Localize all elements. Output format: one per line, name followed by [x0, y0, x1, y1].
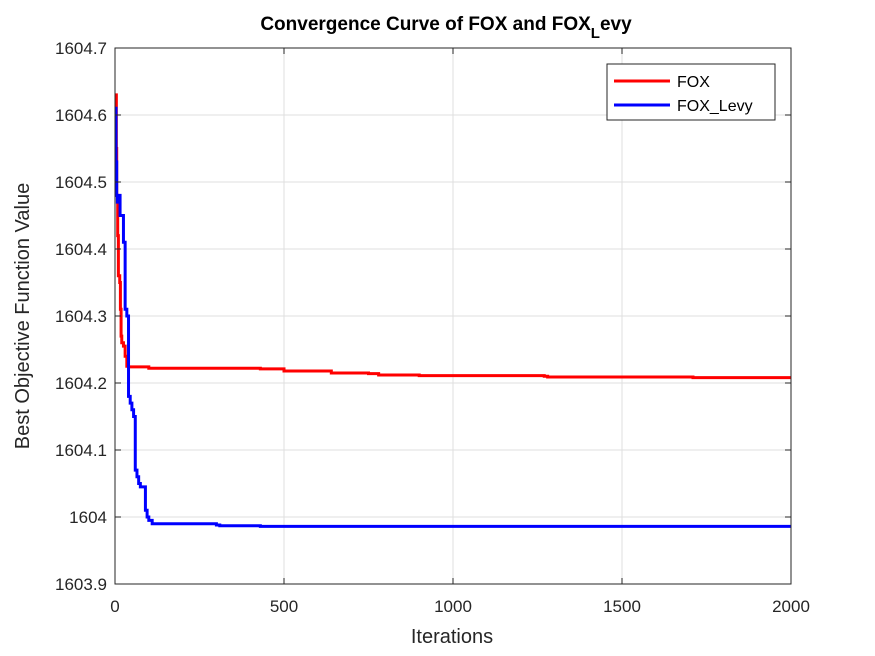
x-tick-label: 2000	[772, 597, 810, 616]
y-tick-label: 1604.6	[55, 106, 107, 125]
y-tick-label: 1604.7	[55, 39, 107, 58]
x-tick-label: 1500	[603, 597, 641, 616]
series-line-fox	[114, 93, 791, 380]
series-line-fox-levy	[114, 106, 791, 528]
axis-ticks	[114, 47, 792, 585]
y-axis-label: Best Objective Function Value	[12, 183, 34, 449]
y-tick-label: 1604	[69, 508, 107, 527]
chart-title-subscript: L	[591, 25, 600, 42]
legend: FOX FOX_Levy	[606, 63, 776, 121]
legend-label-fox-levy: FOX_Levy	[677, 98, 753, 115]
y-tick-label: 1604.2	[55, 374, 107, 393]
legend-label-fox: FOX	[677, 74, 710, 91]
y-tick-label: 1604.4	[55, 240, 107, 259]
x-tick-labels: 0 500 1000 1500 2000	[110, 597, 810, 616]
x-axis-label: Iterations	[411, 626, 493, 648]
y-tick-label: 1604.5	[55, 173, 107, 192]
y-tick-label: 1603.9	[55, 575, 107, 594]
x-tick-label: 0	[110, 597, 119, 616]
chart-title: Convergence Curve of FOX and FOXLevy	[260, 14, 632, 42]
y-tick-label: 1604.1	[55, 441, 107, 460]
series-lines	[114, 93, 791, 528]
y-tick-labels: 1603.9 1604 1604.1 1604.2 1604.3 1604.4 1604.5…	[55, 39, 107, 594]
legend-box	[606, 63, 776, 121]
chart-title-tail: evy	[600, 14, 632, 35]
x-tick-label: 1000	[434, 597, 472, 616]
grid-lines	[114, 47, 792, 585]
y-tick-label: 1604.3	[55, 307, 107, 326]
x-tick-label: 500	[270, 597, 298, 616]
